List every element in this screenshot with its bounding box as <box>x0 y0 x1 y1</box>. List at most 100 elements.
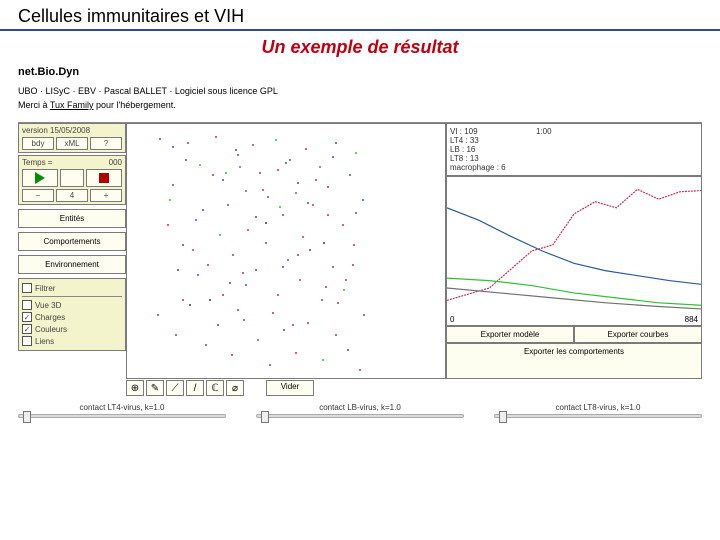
filter-checkbox[interactable] <box>22 283 32 293</box>
scatter-point <box>319 166 321 168</box>
export-behaviors-button[interactable]: Exporter les comportements <box>446 343 702 379</box>
scatter-point <box>265 222 267 224</box>
tab-behaviors[interactable]: Comportements <box>18 232 126 251</box>
left-panel: version 15/05/2008 bdy xML ? Temps = 000 <box>18 123 126 379</box>
chart-series-LT4 <box>447 208 701 284</box>
scatter-point <box>262 189 264 191</box>
tool-icon-1[interactable]: ✎ <box>146 380 164 396</box>
scatter-point <box>205 344 207 346</box>
scatter-point <box>185 159 187 161</box>
thanks-line: Merci à Tux Family pour l'hébergement. <box>18 100 702 110</box>
scatter-point <box>175 334 177 336</box>
scatter-point <box>277 294 279 296</box>
scatter-point <box>297 254 299 256</box>
export-curves-button[interactable]: Exporter courbes <box>574 326 702 343</box>
tab-environment[interactable]: Environnement <box>18 255 126 274</box>
couleurs-checkbox[interactable]: ✓ <box>22 324 32 334</box>
scatter-point <box>297 182 299 184</box>
scatter-point <box>349 174 351 176</box>
slider-1[interactable]: contact LB-virus, k=1.0 <box>256 403 464 418</box>
time-label: Temps = <box>22 158 52 167</box>
scatter-point <box>343 289 345 291</box>
time-series-chart: 0 884 <box>446 176 702 326</box>
bdy-button[interactable]: bdy <box>22 137 54 150</box>
vider-button[interactable]: Vider <box>266 380 314 396</box>
scatter-point <box>159 138 161 140</box>
step-plus-button[interactable]: + <box>90 189 122 202</box>
scatter-point <box>359 369 361 371</box>
simulation-canvas[interactable] <box>126 123 446 379</box>
chart-series-LT8 <box>447 288 701 309</box>
tool-icon-2[interactable]: ⟋ <box>166 380 184 396</box>
charges-checkbox[interactable]: ✓ <box>22 312 32 322</box>
step-minus-button[interactable]: − <box>22 189 54 202</box>
scatter-point <box>299 279 301 281</box>
scatter-point <box>267 196 269 198</box>
time-display: 1:00 <box>536 127 698 172</box>
tool-icon-5[interactable]: ⌀ <box>226 380 244 396</box>
scatter-point <box>325 286 327 288</box>
xml-button[interactable]: xML <box>56 137 88 150</box>
scatter-point <box>197 274 199 276</box>
scatter-point <box>345 279 347 281</box>
slider-0[interactable]: contact LT4-virus, k=1.0 <box>18 403 226 418</box>
slider-thumb[interactable] <box>23 411 31 423</box>
count-line: LT4 : 33 <box>450 136 536 145</box>
scatter-point <box>315 179 317 181</box>
scatter-point <box>353 244 355 246</box>
scatter-point <box>355 212 357 214</box>
slider-thumb[interactable] <box>261 411 269 423</box>
scatter-point <box>265 242 267 244</box>
scatter-point <box>279 206 281 208</box>
time-value: 000 <box>109 158 122 167</box>
tab-entities[interactable]: Entités <box>18 209 126 228</box>
scatter-point <box>232 254 234 256</box>
slider-2[interactable]: contact LT8-virus, k=1.0 <box>494 403 702 418</box>
scatter-point <box>283 329 285 331</box>
scatter-point <box>322 359 324 361</box>
play-icon <box>35 172 45 184</box>
scatter-point <box>347 349 349 351</box>
scatter-point <box>222 294 224 296</box>
scatter-point <box>327 214 329 216</box>
play-button[interactable] <box>22 169 58 187</box>
slider-thumb[interactable] <box>499 411 507 423</box>
scatter-point <box>172 146 174 148</box>
scatter-point <box>295 192 297 194</box>
scatter-point <box>231 354 233 356</box>
scatter-point <box>272 312 274 314</box>
chart-xmax: 884 <box>685 315 698 324</box>
scatter-point <box>157 314 159 316</box>
count-line: LT8 : 13 <box>450 154 536 163</box>
scatter-point <box>209 299 211 301</box>
scatter-point <box>255 216 257 218</box>
scatter-point <box>335 334 337 336</box>
tux-family-link[interactable]: Tux Family <box>50 100 94 110</box>
slider-label: contact LT4-virus, k=1.0 <box>18 403 226 412</box>
help-button[interactable]: ? <box>90 137 122 150</box>
scatter-point <box>275 139 277 141</box>
scatter-point <box>243 319 245 321</box>
view3d-checkbox[interactable] <box>22 300 32 310</box>
tool-icon-0[interactable]: ⊕ <box>126 380 144 396</box>
scatter-point <box>282 266 284 268</box>
export-model-button[interactable]: Exporter modèle <box>446 326 574 343</box>
scatter-point <box>269 364 271 366</box>
scatter-point <box>245 284 247 286</box>
tool-icon-4[interactable]: ℂ <box>206 380 224 396</box>
scatter-point <box>309 249 311 251</box>
stop-button[interactable] <box>86 169 122 187</box>
right-panel: VI : 109LT4 : 33LB : 16LT8 : 13macrophag… <box>446 123 702 379</box>
scatter-point <box>235 149 237 151</box>
scatter-point <box>247 229 249 231</box>
scatter-point <box>222 179 224 181</box>
scatter-point <box>229 282 231 284</box>
stop-icon <box>99 173 109 183</box>
liens-checkbox[interactable] <box>22 336 32 346</box>
scatter-point <box>172 184 174 186</box>
scatter-point <box>182 299 184 301</box>
scatter-point <box>237 154 239 156</box>
scatter-point <box>337 302 339 304</box>
step-value: 4 <box>56 189 88 202</box>
tool-icon-3[interactable]: / <box>186 380 204 396</box>
